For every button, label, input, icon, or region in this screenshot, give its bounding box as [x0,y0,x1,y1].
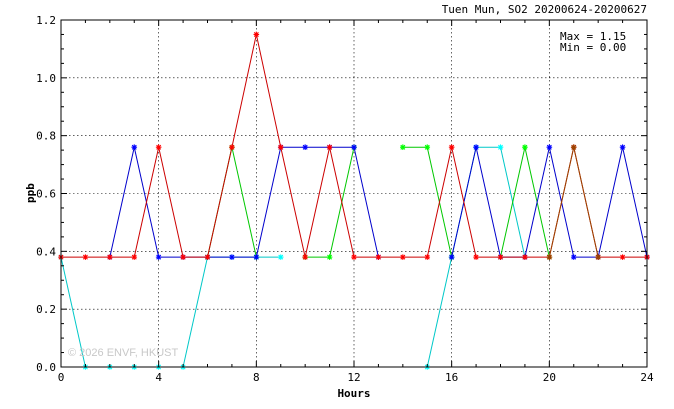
series-4 [546,144,601,260]
x-tick-label: 12 [347,371,360,384]
y-axis-label: ppb [24,183,37,203]
y-tick-label: 0.0 [36,361,56,374]
data-point [497,254,504,260]
series-line [305,147,355,258]
data-point [497,144,504,151]
y-ticks: 0.0 0.2 0.4 0.6 0.8 1.0 1.2 [36,14,647,374]
data-point [400,144,406,151]
watermark: © 2026 ENVF, HKUST [68,347,178,359]
data-point [107,254,113,260]
data-point [326,254,333,260]
x-tick-label: 16 [445,371,458,384]
data-point [619,144,626,151]
y-tick-label: 0.4 [36,245,56,258]
max-stat: Max = 1.15 [560,30,626,43]
series-line [207,147,257,258]
series-2 [107,144,650,260]
data-point [546,144,553,151]
series-line [500,147,550,258]
data-point [351,144,357,151]
data-point [351,254,357,260]
data-point [204,254,211,260]
data-point [253,31,260,38]
y-tick-label: 0.8 [36,130,56,143]
data-point [253,254,260,260]
x-tick-label: 24 [640,371,654,384]
series-line [109,146,379,258]
data-point [131,144,138,151]
data-point [522,144,528,151]
x-tick-label: 8 [253,371,260,384]
data-point [570,144,577,151]
data-point [570,254,577,260]
data-point [473,144,479,151]
grid [61,20,647,367]
data-point [424,144,431,151]
data-point [473,254,479,260]
data-point [448,254,455,260]
x-ticks: 0 4 8 12 16 20 24 [58,20,654,384]
data-point [619,254,626,260]
data-point [277,254,284,260]
data-point [400,254,406,260]
data-point [277,144,284,151]
data-point [546,254,553,260]
x-tick-label: 4 [155,371,162,384]
data-point [375,254,382,260]
data-point [229,254,235,260]
y-tick-label: 1.2 [36,14,56,27]
x-tick-label: 20 [543,371,556,384]
min-stat: Min = 0.00 [560,41,626,54]
data-point [155,254,162,260]
series-line [548,147,599,258]
data-point [522,254,528,260]
x-tick-label: 0 [58,371,65,384]
data-point [302,144,308,151]
data-point [595,254,601,260]
data-point [229,144,235,151]
x-axis-label: Hours [337,387,370,400]
data-point [82,254,89,260]
data-point [180,254,186,260]
data-point [155,144,162,151]
series-1 [204,144,553,260]
data-point [302,254,308,260]
y-tick-label: 0.6 [36,188,56,201]
data-point [326,144,333,151]
chart-title: Tuen Mun, SO2 20200624-20200627 [442,3,647,16]
data-point [448,144,455,151]
y-tick-label: 1.0 [36,72,56,85]
y-tick-label: 0.2 [36,303,56,316]
data-point [424,254,431,260]
series-line [402,146,453,258]
data-point [131,254,138,260]
